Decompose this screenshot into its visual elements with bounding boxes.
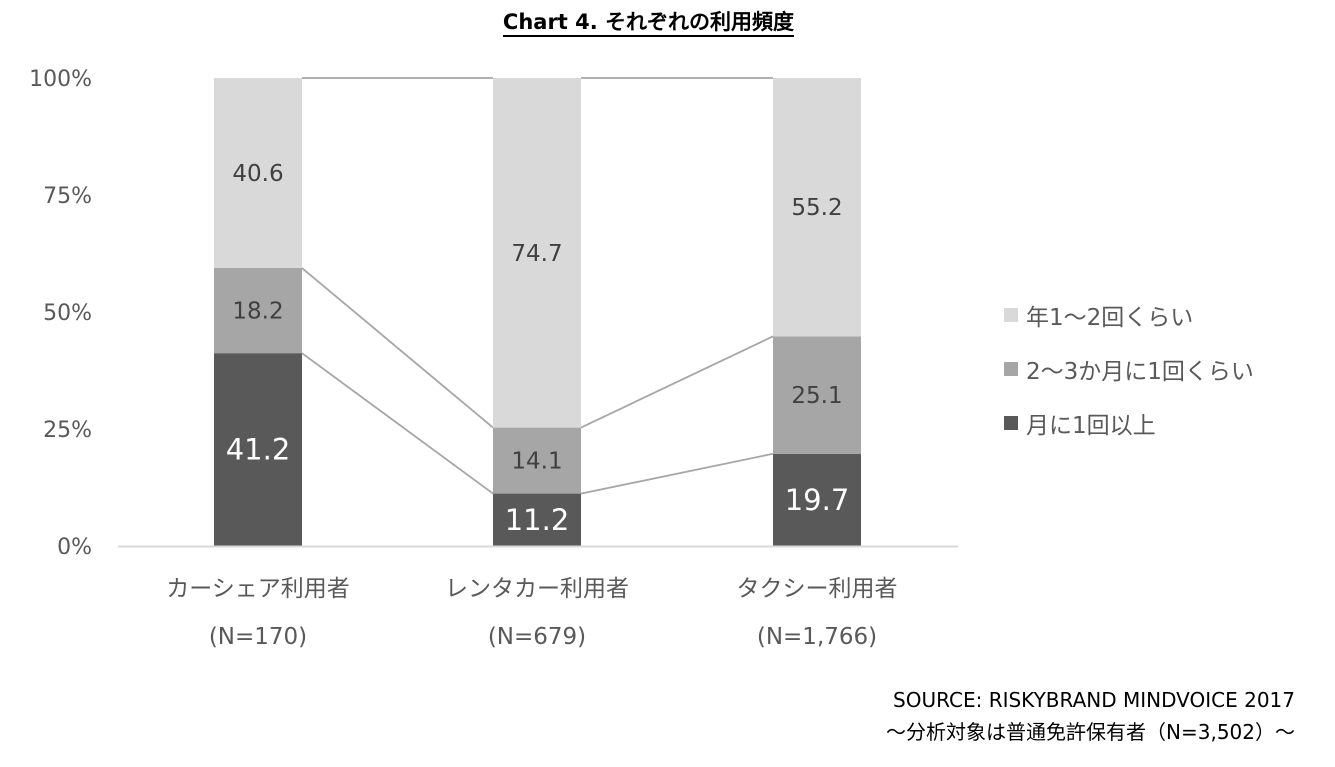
x-category-n-label: (N=679) xyxy=(488,624,586,650)
x-category-label: タクシー利用者 xyxy=(737,576,898,602)
y-tick-label: 50% xyxy=(43,301,92,326)
legend-label: 2～3か月に1回くらい xyxy=(1026,359,1254,385)
series-connector-line xyxy=(580,335,774,429)
bar-segment xyxy=(493,427,581,494)
legend-label: 年1～2回くらい xyxy=(1026,305,1194,331)
legend-item: 月に1回以上 xyxy=(1004,396,1254,450)
chart-title-text: Chart 4. それぞれの利用頻度 xyxy=(502,10,795,37)
y-tick-label: 0% xyxy=(57,535,92,560)
y-tick-label: 100% xyxy=(29,67,92,92)
bar-segment xyxy=(214,78,302,269)
data-label: 25.1 xyxy=(791,383,842,409)
data-label: 11.2 xyxy=(505,503,570,537)
legend: 年1～2回くらい 2～3か月に1回くらい 月に1回以上 xyxy=(1004,288,1254,450)
bar-segment xyxy=(214,353,302,546)
data-label: 19.7 xyxy=(785,483,850,517)
source-line-2: ～分析対象は普通免許保有者（N=3,502）～ xyxy=(886,720,1295,744)
x-category-label: レンタカー利用者 xyxy=(445,576,629,602)
y-tick-label: 75% xyxy=(43,184,92,209)
data-label: 55.2 xyxy=(791,195,842,221)
series-connector-line xyxy=(301,267,494,429)
data-label: 40.6 xyxy=(232,161,283,187)
bar-segment xyxy=(493,493,581,546)
series-connector-line xyxy=(301,352,494,495)
x-category-n-label: (N=170) xyxy=(209,624,307,650)
y-tick-label: 25% xyxy=(43,418,92,443)
legend-swatch xyxy=(1004,362,1018,376)
legend-swatch xyxy=(1004,308,1018,322)
bar-segment xyxy=(773,336,861,454)
x-category-n-label: (N=1,766) xyxy=(757,624,877,650)
series-connector-line xyxy=(580,452,774,495)
legend-item: 2～3か月に1回くらい xyxy=(1004,342,1254,396)
legend-swatch xyxy=(1004,416,1018,430)
legend-label: 月に1回以上 xyxy=(1026,413,1156,439)
data-label: 74.7 xyxy=(511,241,562,267)
data-label: 14.1 xyxy=(511,449,562,475)
source-note: SOURCE: RISKYBRAND MINDVOICE 2017 ～分析対象は… xyxy=(886,684,1295,748)
source-line-1: SOURCE: RISKYBRAND MINDVOICE 2017 xyxy=(893,688,1295,712)
data-label: 18.2 xyxy=(232,299,283,325)
chart-title: Chart 4. それぞれの利用頻度 xyxy=(0,6,1297,37)
bar-segment xyxy=(214,268,302,354)
legend-item: 年1～2回くらい xyxy=(1004,288,1254,342)
bar-segment xyxy=(773,78,861,337)
x-category-label: カーシェア利用者 xyxy=(166,576,350,602)
bar-segment xyxy=(773,453,861,546)
bar-segment xyxy=(493,78,581,428)
data-label: 41.2 xyxy=(226,433,291,467)
